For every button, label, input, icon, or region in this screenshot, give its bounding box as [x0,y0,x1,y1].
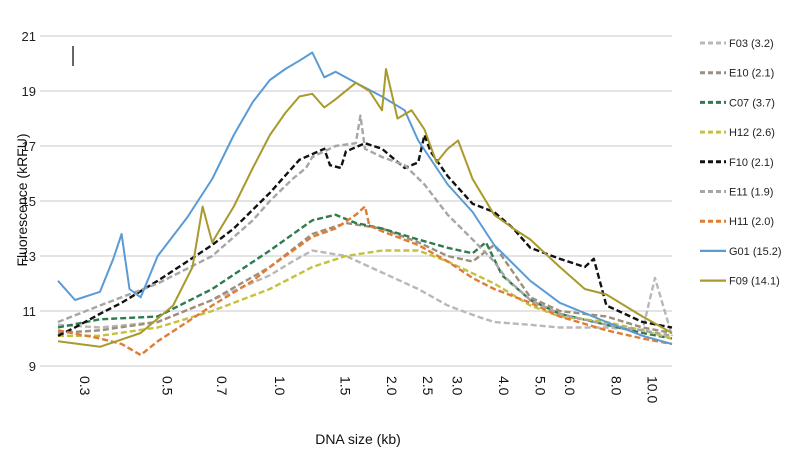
y-axis-title: Fluorescence (kRFU) [14,133,30,266]
legend-label: C07 (3.7) [729,97,775,109]
x-tick-label: 2.0 [384,376,400,396]
y-tick-label: 9 [29,359,36,374]
x-tick-label: 4.0 [496,376,512,396]
x-tick-label: 5.0 [532,376,548,396]
x-tick-label: 0.7 [214,376,230,396]
series-line-6 [57,205,673,357]
y-tick-label: 19 [22,84,36,99]
series-line-8 [57,68,673,348]
series-line-7 [57,51,673,345]
y-tick-label: 17 [22,139,36,154]
grid-lines [40,35,672,367]
y-tick-label: 21 [22,29,36,44]
series-lines [57,51,674,357]
y-tick-label: 13 [22,249,36,264]
series-line-4 [57,133,673,337]
y-axis-ticks: 9 11 13 15 17 19 21 [22,29,36,374]
legend-label: F09 (14.1) [729,276,780,288]
legend-label: F03 (3.2) [729,38,774,50]
series-line-3 [58,249,673,340]
x-tick-label: 8.0 [608,376,624,396]
x-axis-title: DNA size (kb) [315,431,401,447]
legend-label: G01 (15.2) [729,246,782,258]
series-line-1 [57,221,673,335]
x-tick-label: 2.5 [420,376,436,396]
x-axis-ticks: 0.3 0.5 0.7 1.0 1.5 2.0 2.5 3.0 4.0 5.0 6.0 8.0 10.0 [77,376,660,403]
x-tick-label: 1.5 [337,376,353,396]
legend-label: F10 (2.1) [729,157,774,169]
x-tick-label: 10.0 [644,376,660,403]
y-tick-label: 11 [23,304,37,319]
legend: F03 (3.2) E10 (2.1) C07 (3.7) H12 (2.6) F10 … [700,38,782,288]
legend-label: H12 (2.6) [729,127,775,139]
x-tick-label: 6.0 [562,376,578,396]
y-tick-label: 15 [22,194,36,209]
x-tick-label: 0.3 [77,376,93,396]
x-tick-label: 1.0 [272,376,288,396]
legend-label: H11 (2.0) [729,216,774,228]
legend-label: E11 (1.9) [729,187,773,199]
x-tick-label: 0.5 [160,376,176,396]
series-line-0 [57,249,674,337]
legend-label: E10 (2.1) [729,68,774,80]
x-tick-label: 3.0 [450,376,466,396]
series-line-5 [57,114,673,337]
